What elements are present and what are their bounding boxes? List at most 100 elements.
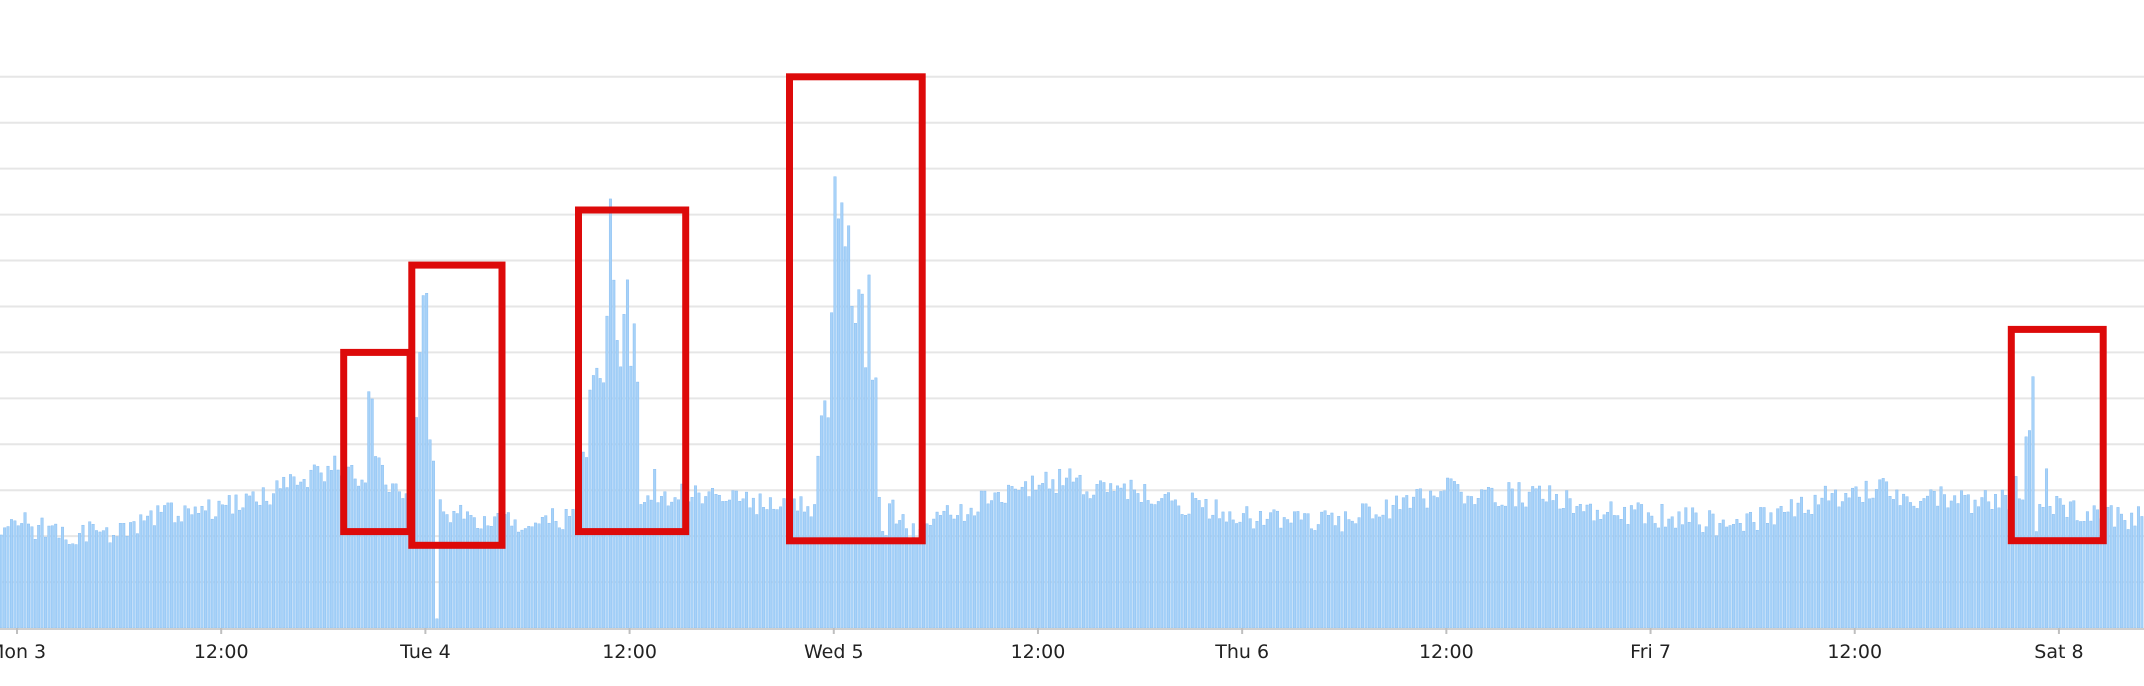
bar [1810,514,1814,629]
bar [1058,468,1062,629]
bar [734,490,738,629]
bar [765,509,769,629]
bar [2106,507,2110,629]
bar [1020,486,1024,629]
bar [2062,504,2066,629]
bar [466,511,469,629]
bar [1466,495,1470,629]
bar [867,274,871,629]
bar [428,439,432,629]
bar [0,534,3,629]
bar [1551,500,1555,629]
bar [799,496,803,629]
bar [1456,484,1460,629]
bar [1150,503,1153,629]
bar [1347,519,1351,629]
bar [1293,511,1296,629]
bar [1112,491,1116,629]
bar [2136,506,2140,629]
bar [983,490,987,629]
bar [2058,498,2062,629]
bar [319,472,323,629]
bar [1861,502,1865,629]
bar [704,496,708,629]
bar [1391,504,1395,629]
bar [1214,499,1218,629]
bars [0,176,2144,629]
bar [1432,495,1436,629]
bar [1252,528,1256,629]
bar [1207,518,1211,629]
bar [724,500,728,629]
bar [78,533,81,629]
bar [1418,488,1422,629]
bar [1578,504,1582,629]
bar [27,523,30,629]
bar [952,518,956,629]
bar [394,483,398,629]
bar [1864,480,1868,629]
bar [1619,519,1623,629]
bar [1963,495,1967,629]
bar [1503,505,1507,629]
bar [1752,522,1756,629]
bar [830,312,834,629]
bar [421,295,425,629]
bar [1146,500,1150,629]
bar [537,523,541,629]
bar [221,504,224,629]
bar [2017,498,2021,629]
bar [1473,504,1477,629]
bar [653,469,657,629]
bar [632,323,636,629]
bar [1721,519,1725,629]
bar [745,491,748,629]
bar [639,504,643,629]
bar [1714,535,1718,629]
bar [1211,514,1215,629]
bar [367,391,371,629]
bar [1119,487,1123,629]
bar [265,500,269,629]
bar [1677,511,1681,629]
bar [677,499,680,629]
bar [636,381,640,629]
bar [1371,518,1375,629]
bar [122,523,126,629]
bar [1667,518,1671,629]
bar [697,492,701,629]
bar [1919,501,1923,629]
bar [1395,495,1399,629]
bar [272,493,275,629]
bar [1960,490,1963,629]
bar [612,279,616,629]
bar [1071,481,1075,629]
bar [98,531,102,629]
bar [758,493,762,629]
bar [1789,499,1793,629]
bar [1742,530,1746,629]
bar [1881,478,1885,629]
bar [768,497,772,629]
bar [1657,527,1661,629]
bar [1173,499,1177,629]
bar [1357,517,1361,629]
bar [1878,479,1882,629]
bar [1469,496,1473,629]
bar [1626,524,1630,629]
bar [908,538,912,629]
bar [425,293,429,629]
bar [1994,494,1997,629]
bar [2038,504,2042,629]
bar [762,507,766,629]
bar [2031,376,2035,629]
bar [520,529,524,629]
bar [1888,496,1892,629]
bar [1891,499,1895,629]
bar [1303,513,1307,629]
bar [186,508,190,629]
bar [1956,503,1960,629]
bar [1459,491,1463,629]
bar [1408,507,1412,629]
bar [156,505,160,629]
